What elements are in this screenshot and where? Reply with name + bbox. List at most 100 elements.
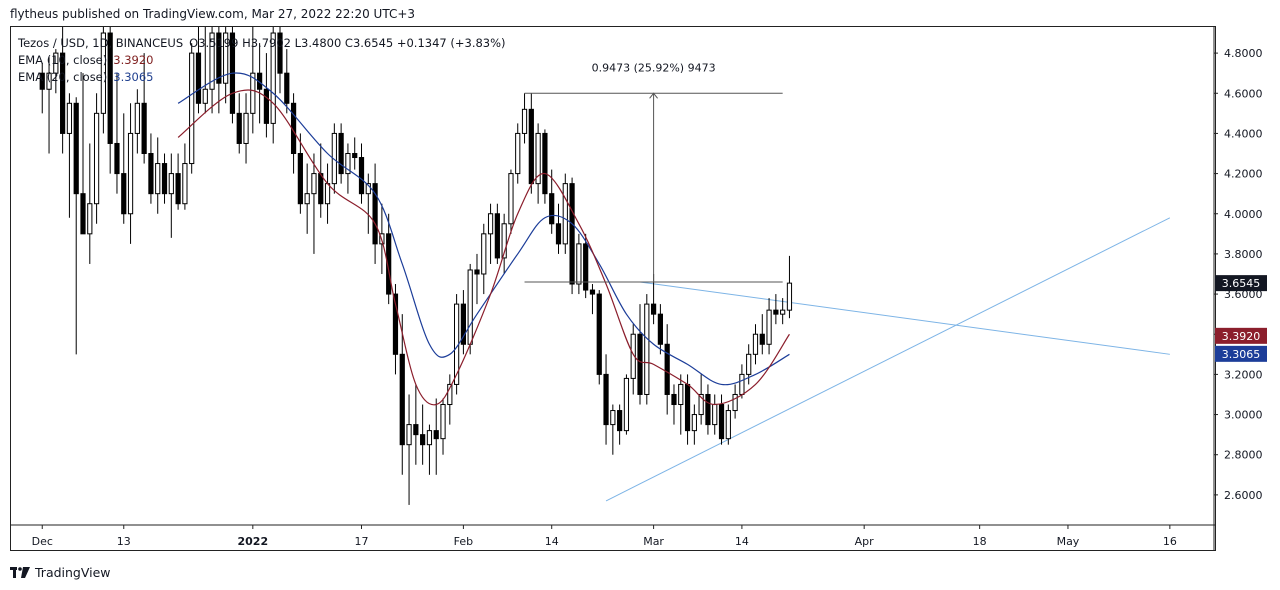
candle-body [515, 132, 521, 175]
candle-body [684, 383, 691, 432]
candle-body [603, 373, 609, 426]
axes: 2.60002.80003.00003.20003.40003.60003.80… [11, 26, 1267, 551]
candle-body [562, 183, 568, 245]
candle-body [121, 173, 127, 215]
candle-body [773, 309, 779, 315]
x-tick-label: Mar [643, 535, 664, 548]
candle-body [569, 183, 575, 285]
candle-body [107, 32, 113, 144]
x-tick-label: Apr [855, 535, 875, 548]
candle-body [386, 233, 392, 295]
x-tick-label: 18 [973, 535, 987, 548]
y-tick-label: 4.2000 [1224, 168, 1263, 181]
price-tag-label: 3.3920 [1222, 330, 1261, 343]
candle-body [223, 32, 229, 84]
y-tick-label: 2.8000 [1224, 449, 1263, 462]
candle-body [766, 309, 772, 345]
candle-body [671, 393, 677, 406]
candle-body [155, 163, 161, 195]
candle-body [60, 52, 66, 134]
ema-lines [177, 72, 790, 406]
candle-body [399, 353, 405, 446]
chart-legend: Tezos / USD, 1D, BINANCEUS O3.5199 H3.79… [18, 35, 506, 86]
candle-body [93, 112, 100, 205]
candle-body [250, 72, 256, 114]
candle-body [460, 303, 467, 345]
candle-body [555, 223, 562, 245]
symbol-label[interactable]: Tezos / USD, 1D, BINANCEUS [18, 36, 184, 50]
x-tick-label: 13 [117, 535, 131, 548]
candle-body [100, 32, 106, 114]
brand-label: TradingView [35, 565, 111, 580]
candle-body [406, 424, 412, 446]
legend-ema10-row[interactable]: EMA (10, close) 3.3920 [18, 52, 506, 69]
y-tick-label: 4.8000 [1224, 47, 1263, 60]
candle-body [705, 393, 711, 426]
tradingview-logo-icon [10, 567, 30, 578]
candle-body [311, 173, 317, 195]
candle-body [352, 153, 358, 159]
candle-body [583, 243, 589, 291]
candle-body [759, 333, 765, 345]
candle-body [549, 193, 555, 225]
candle-body [73, 102, 79, 195]
y-tick-label: 4.4000 [1224, 127, 1263, 140]
falling-trendline [639, 281, 1170, 355]
candle-body [372, 183, 378, 245]
candle-body [365, 183, 371, 195]
candle-body [712, 404, 718, 426]
candle-body [535, 132, 541, 185]
y-tick-label: 4.6000 [1224, 87, 1263, 100]
candle-body [243, 112, 249, 144]
price-tag [1215, 275, 1267, 292]
candle-body [664, 343, 670, 395]
candle-body [657, 313, 663, 345]
y-tick-label: 4.0000 [1224, 208, 1263, 221]
candle-body [732, 393, 738, 412]
measure-tool: 0.9473 (25.92%) 9473 [524, 61, 783, 283]
x-tick-label: 16 [1163, 535, 1177, 548]
x-tick-label: 14 [735, 535, 749, 548]
candle-body [576, 243, 582, 285]
x-tick-label: Dec [32, 535, 53, 548]
y-tick-label: 3.8000 [1224, 248, 1263, 261]
candle-body [420, 434, 426, 446]
candle-body [392, 293, 399, 355]
ema20-value: 3.3065 [113, 70, 154, 84]
candle-body [528, 108, 534, 185]
ohlc-readout: O3.5199 H3.7902 L3.4800 C3.6545 +0.1347 … [189, 36, 506, 50]
candle-body [127, 132, 134, 215]
price-tag-label: 3.3065 [1222, 348, 1261, 361]
candle-body [53, 52, 59, 74]
candle-body [467, 269, 473, 345]
candle-body [691, 414, 697, 432]
ema10-value: 3.3920 [113, 53, 154, 67]
candles [39, 27, 793, 505]
candle-body [596, 293, 602, 375]
candle-body [263, 88, 270, 124]
candle-body [80, 193, 86, 235]
candle-body [433, 430, 439, 440]
candle-body [324, 183, 331, 205]
candle-body [148, 153, 154, 195]
candle-body [345, 153, 351, 175]
ema20-label: EMA (20, close) [18, 70, 108, 84]
tradingview-brand[interactable]: TradingView [10, 565, 111, 580]
candle-body [440, 404, 446, 440]
x-tick-label: 2022 [238, 535, 269, 548]
measure-arrow-head [649, 92, 658, 99]
candle-body [413, 424, 419, 436]
candle-body [542, 132, 548, 195]
candle-body [752, 333, 759, 355]
candle-body [481, 233, 487, 275]
y-tick-label: 3.0000 [1224, 409, 1263, 422]
legend-symbol-row: Tezos / USD, 1D, BINANCEUS O3.5199 H3.79… [18, 35, 506, 52]
candle-body [87, 203, 93, 235]
legend-ema20-row[interactable]: EMA (20, close) 3.3065 [18, 69, 506, 86]
candle-body [637, 333, 643, 395]
candle-body [623, 377, 630, 432]
candle-body [216, 32, 222, 84]
candle-body [780, 309, 786, 315]
price-tag [1215, 327, 1267, 344]
